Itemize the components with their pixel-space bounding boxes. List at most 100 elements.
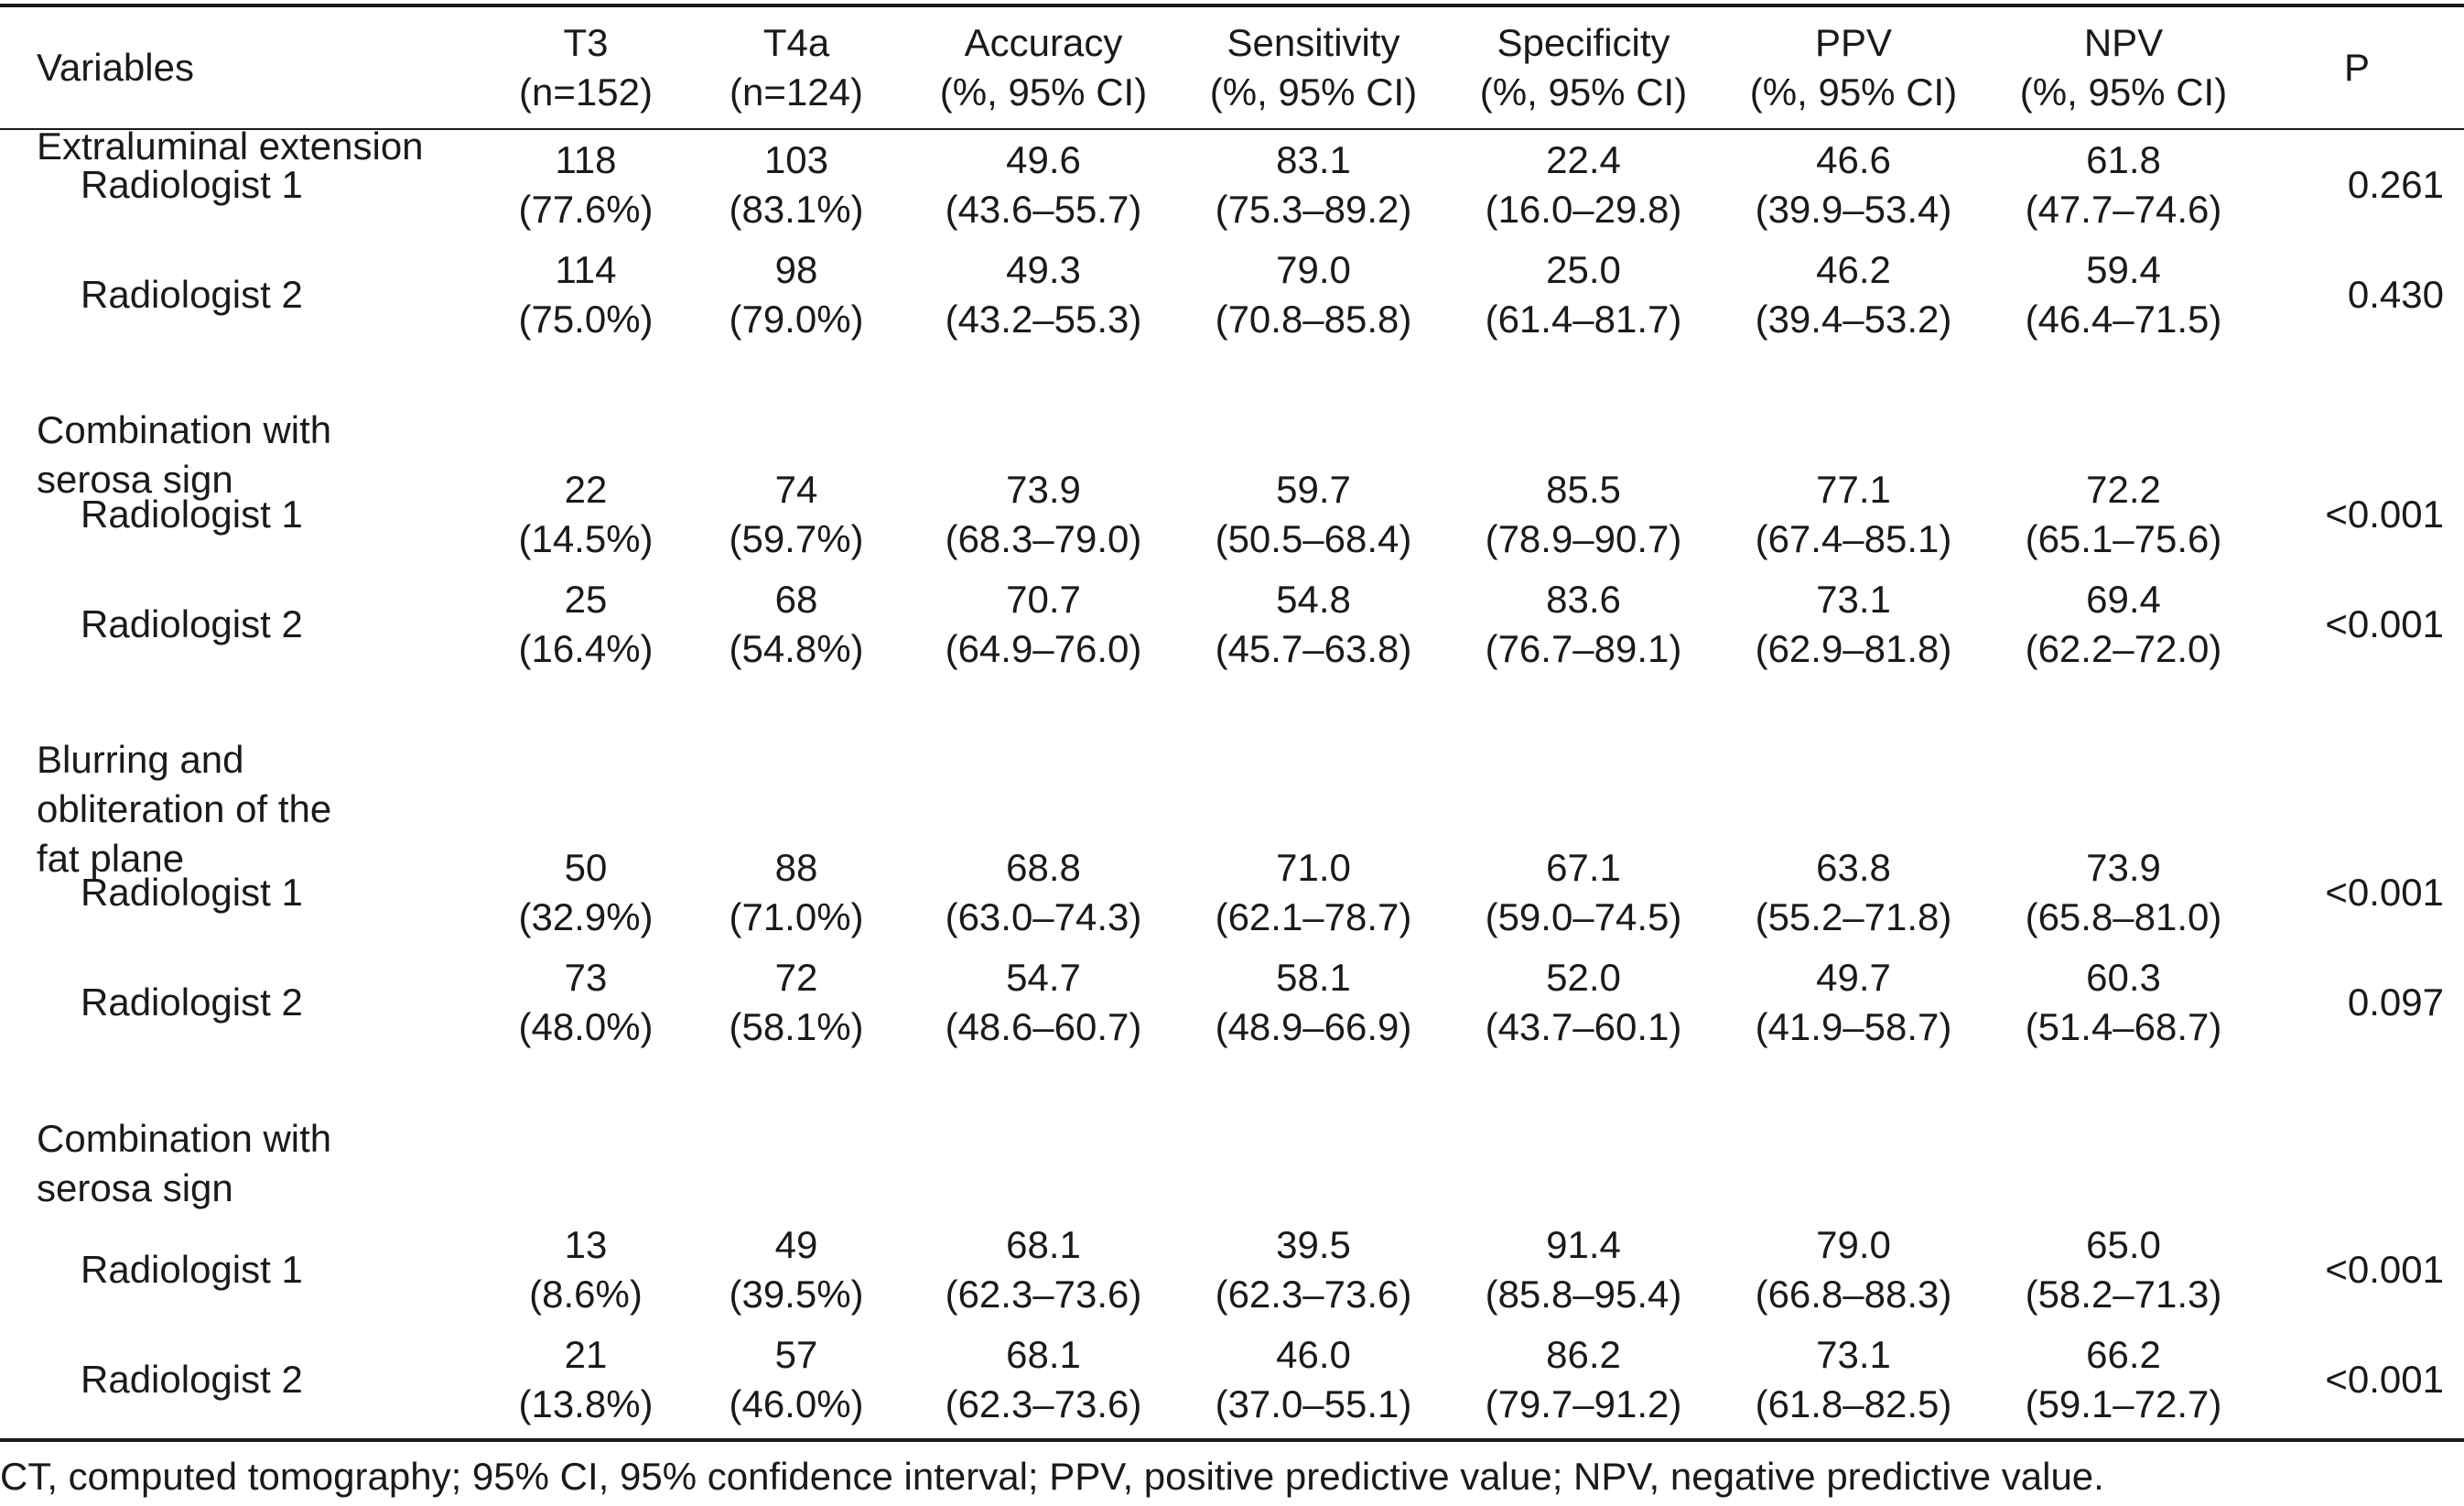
table-bottom-rule [0, 1438, 2464, 1442]
cell-ppv: 46.2 (39.4–53.2) [1725, 240, 1982, 350]
cell-range: (55.2–71.8) [1755, 895, 1952, 938]
cell-value: 67.1 [1546, 846, 1621, 889]
cell-spec: 25.0 (61.4–81.7) [1455, 240, 1712, 350]
row-label: Radiologist 2 [81, 1358, 303, 1401]
header-t4a-line1: T4a [762, 21, 830, 64]
header-specificity-line2: (%, 95% CI) [1479, 70, 1688, 114]
group-label: Combination with serosa sign [37, 408, 332, 501]
header-variables: Variables [37, 7, 403, 128]
cell-range: (48.6–60.7) [945, 1005, 1142, 1048]
cell-range: (58.1%) [729, 1005, 864, 1048]
cell-value: 22 [564, 468, 608, 511]
cell-range: (48.9–66.9) [1215, 1005, 1412, 1048]
row-label: Radiologist 2 [81, 273, 303, 316]
cell-range: (85.8–95.4) [1485, 1273, 1682, 1316]
cell-ppv: 77.1 (67.4–85.1) [1725, 460, 1982, 569]
cell-range: (79.0%) [729, 298, 864, 341]
cell-range: (63.0–74.3) [945, 895, 1142, 938]
cell-range: (16.4%) [518, 627, 654, 670]
cell-range: (59.1–72.7) [2025, 1382, 2222, 1425]
cell-npv: 73.9 (65.8–81.0) [1995, 838, 2252, 948]
cell-t4a: 74 (59.7%) [709, 460, 883, 569]
cell-range: (62.3–73.6) [945, 1382, 1142, 1425]
cell-ppv: 79.0 (66.8–88.3) [1725, 1215, 1982, 1325]
cell-value: 13 [564, 1223, 608, 1266]
cell-range: (8.6%) [529, 1273, 643, 1316]
cell-value: 70.7 [1006, 578, 1081, 621]
cell-range: (45.7–63.8) [1215, 627, 1412, 670]
cell-sens: 83.1 (75.3–89.2) [1185, 130, 1442, 240]
cell-range: (65.8–81.0) [2025, 895, 2222, 938]
cell-sens: 54.8 (45.7–63.8) [1185, 569, 1442, 679]
header-specificity-line1: Specificity [1497, 21, 1670, 64]
cell-value: 73.1 [1816, 1333, 1891, 1376]
cell-value: 85.5 [1546, 468, 1621, 511]
cell-value: 61.8 [2086, 138, 2161, 181]
cell-value: 66.2 [2086, 1333, 2161, 1376]
cell-acc: 49.3 (43.2–55.3) [915, 240, 1172, 350]
cell-p-value: <0.001 [2325, 871, 2444, 914]
row-label: Radiologist 1 [81, 163, 303, 206]
cell-spec: 83.6 (76.7–89.1) [1455, 569, 1712, 679]
cell-value: 49.7 [1816, 956, 1891, 999]
cell-value: 72 [774, 956, 818, 999]
cell-t4a: 72 (58.1%) [709, 948, 883, 1057]
cell-acc: 68.1 (62.3–73.6) [915, 1215, 1172, 1325]
cell-sens: 46.0 (37.0–55.1) [1185, 1325, 1442, 1435]
header-t4a: T4a (n=124) [709, 7, 883, 128]
cell-t4a: 68 (54.8%) [709, 569, 883, 679]
header-npv: NPV (%, 95% CI) [1995, 7, 2252, 128]
cell-p-value: 0.261 [2347, 163, 2444, 206]
cell-ppv: 49.7 (41.9–58.7) [1725, 948, 1982, 1057]
cell-value: 83.6 [1546, 578, 1621, 621]
cell-t4a: 49 (39.5%) [709, 1215, 883, 1325]
cell-value: 103 [763, 138, 829, 181]
cell-p-value: <0.001 [2325, 602, 2444, 645]
header-sensitivity-line2: (%, 95% CI) [1209, 70, 1418, 114]
cell-value: 86.2 [1546, 1333, 1621, 1376]
row-label: Radiologist 2 [81, 602, 303, 645]
cell-range: (37.0–55.1) [1215, 1382, 1412, 1425]
cell-value: 83.1 [1276, 138, 1351, 181]
header-p: P [2270, 7, 2444, 128]
cell-value: 63.8 [1816, 846, 1891, 889]
cell-range: (16.0–29.8) [1485, 188, 1682, 231]
cell-range: (61.8–82.5) [1755, 1382, 1952, 1425]
cell-p-value: <0.001 [2325, 493, 2444, 536]
header-t3: T3 (n=152) [499, 7, 673, 128]
cell-npv: 61.8 (47.7–74.6) [1995, 130, 2252, 240]
cell-range: (62.9–81.8) [1755, 627, 1952, 670]
table-top-rule [0, 4, 2464, 7]
group-label: Extraluminal extension [37, 125, 424, 168]
cell-acc: 54.7 (48.6–60.7) [915, 948, 1172, 1057]
header-specificity: Specificity (%, 95% CI) [1455, 7, 1712, 128]
cell-range: (70.8–85.8) [1215, 298, 1412, 341]
cell-range: (43.7–60.1) [1485, 1005, 1682, 1048]
cell-value: 118 [555, 138, 617, 181]
cell-acc: 70.7 (64.9–76.0) [915, 569, 1172, 679]
cell-value: 60.3 [2086, 956, 2161, 999]
cell-p-value: 0.430 [2347, 273, 2444, 316]
cell-t4a: 103 (83.1%) [709, 130, 883, 240]
cell-npv: 72.2 (65.1–75.6) [1995, 460, 2252, 569]
row-label: Radiologist 1 [81, 1248, 303, 1291]
cell-range: (46.0%) [729, 1382, 864, 1425]
header-accuracy-line1: Accuracy [964, 21, 1123, 64]
cell-t3: 22 (14.5%) [499, 460, 673, 569]
cell-value: 73 [564, 956, 608, 999]
cell-range: (59.0–74.5) [1485, 895, 1682, 938]
cell-range: (64.9–76.0) [945, 627, 1142, 670]
cell-value: 50 [564, 846, 608, 889]
cell-range: (62.3–73.6) [945, 1273, 1142, 1316]
cell-p-value: 0.097 [2347, 981, 2444, 1024]
cell-range: (50.5–68.4) [1215, 517, 1412, 560]
cell-range: (68.3–79.0) [945, 517, 1142, 560]
cell-value: 57 [774, 1333, 818, 1376]
cell-t3: 118 (77.6%) [499, 130, 673, 240]
header-sensitivity-line1: Sensitivity [1227, 21, 1400, 64]
cell-range: (39.5%) [729, 1273, 864, 1316]
cell-value: 49 [774, 1223, 818, 1266]
cell-value: 49.6 [1006, 138, 1081, 181]
cell-sens: 59.7 (50.5–68.4) [1185, 460, 1442, 569]
cell-t3: 25 (16.4%) [499, 569, 673, 679]
